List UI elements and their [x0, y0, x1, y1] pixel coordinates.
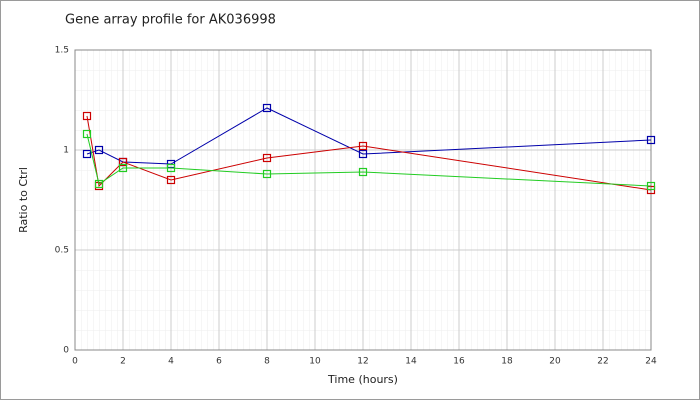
- x-tick-label: 20: [549, 357, 561, 367]
- point-marker: [262, 103, 272, 113]
- series-line: [86, 115, 652, 191]
- point-marker: [358, 149, 368, 159]
- point-marker: [358, 167, 368, 177]
- point-marker: [82, 129, 92, 139]
- x-tick-label: 12: [357, 357, 368, 367]
- x-tick-label: 22: [597, 357, 608, 367]
- plot-border: [74, 49, 652, 351]
- series-line: [86, 133, 652, 187]
- x-tick-label: 16: [453, 357, 465, 367]
- point-marker: [94, 145, 104, 155]
- point-marker: [646, 181, 656, 191]
- y-tick-label: 0.5: [55, 246, 69, 256]
- x-tick-label: 2: [120, 357, 126, 367]
- x-tick-label: 18: [501, 357, 513, 367]
- x-tick-label: 24: [645, 357, 657, 367]
- x-tick-label: 0: [72, 357, 78, 367]
- point-marker: [118, 157, 128, 167]
- point-marker: [166, 175, 176, 185]
- point-marker: [166, 163, 176, 173]
- point-marker: [262, 153, 272, 163]
- y-tick-label: 1.5: [55, 46, 69, 56]
- x-tick-label: 4: [168, 357, 174, 367]
- x-tick-label: 8: [264, 357, 270, 367]
- point-marker: [358, 141, 368, 151]
- point-marker: [82, 111, 92, 121]
- y-tick-label: 1: [63, 146, 69, 156]
- x-axis-label: Time (hours): [327, 373, 398, 386]
- point-marker: [262, 169, 272, 179]
- x-tick-label: 14: [405, 357, 417, 367]
- point-marker: [94, 179, 104, 189]
- point-marker: [646, 135, 656, 145]
- y-tick-label: 0: [63, 346, 69, 356]
- point-marker: [82, 149, 92, 159]
- x-tick-label: 10: [309, 357, 321, 367]
- point-marker: [118, 163, 128, 173]
- chart-title: Gene array profile for AK036998: [65, 13, 276, 28]
- x-tick-label: 6: [216, 357, 222, 367]
- y-axis-label: Ratio to Ctrl: [17, 167, 30, 233]
